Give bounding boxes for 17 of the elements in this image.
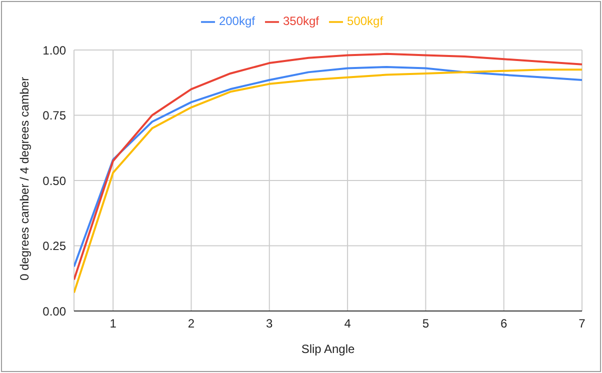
x-tick-label: 1 (110, 316, 117, 331)
x-tick-label: 3 (266, 316, 274, 331)
y-tick-label: 0.00 (42, 304, 66, 318)
x-axis-title: Slip Angle (301, 342, 356, 356)
legend-label: 350kgf (282, 14, 320, 28)
y-axis-title: 0 degrees camber / 4 degrees camber (17, 77, 32, 280)
legend-label: 200kgf (218, 14, 255, 28)
y-tick-label: 1.00 (42, 43, 66, 58)
y-tick-label: 0.25 (42, 239, 66, 254)
x-tick-label: 7 (578, 316, 586, 331)
x-tick-label: 2 (188, 316, 195, 331)
y-tick-label: 0.75 (42, 108, 66, 123)
x-tick-label: 5 (422, 316, 430, 331)
x-tick-label: 4 (344, 316, 352, 331)
x-tick-label: 6 (500, 316, 508, 331)
legend-label: 500kgf (347, 14, 384, 28)
y-tick-label: 0.50 (42, 174, 66, 188)
